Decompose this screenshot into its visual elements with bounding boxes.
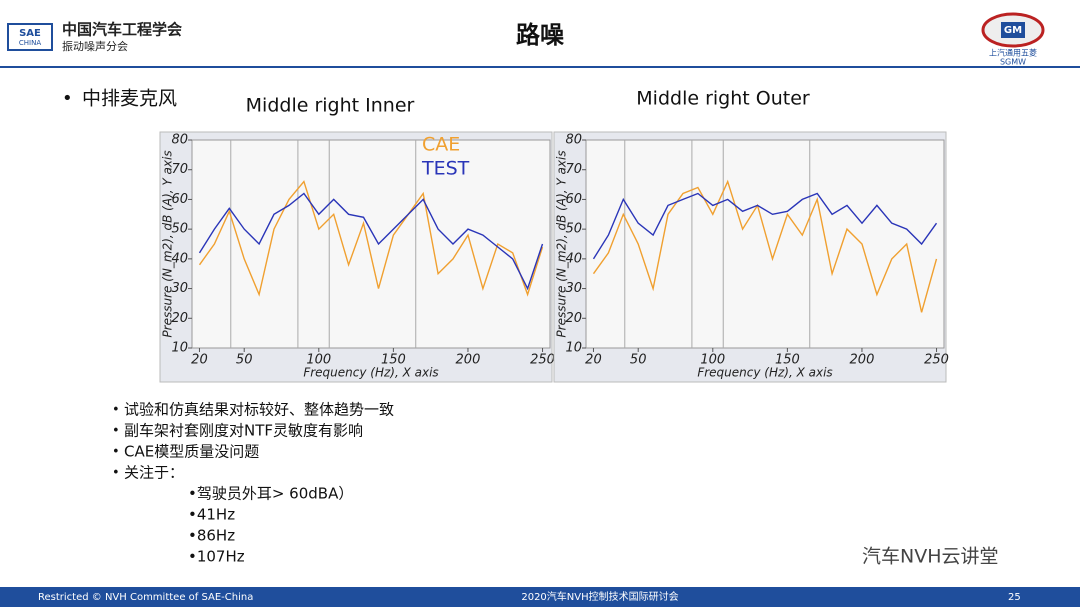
- series-line: [198, 192, 544, 291]
- x-tick-label: 100: [306, 353, 331, 368]
- bullet-dot: •: [62, 88, 73, 109]
- org-name: 中国汽车工程学会: [62, 21, 182, 39]
- x-tick-label: 50: [236, 353, 253, 368]
- sub-bullet: •107Hz: [188, 548, 245, 566]
- series-line: [592, 179, 938, 313]
- x-axis-label: Frequency (Hz), X axis: [303, 366, 438, 380]
- footer-center: 2020汽车NVH控制技术国际研讨会: [521, 590, 678, 603]
- y-tick-label: 80: [565, 133, 582, 148]
- bullet: 试验和仿真结果对标较好、整体趋势一致: [124, 401, 394, 419]
- y-tick-label: 60: [171, 192, 188, 207]
- y-tick-label: 40: [171, 251, 188, 266]
- x-tick-label: 200: [456, 353, 481, 368]
- plot-area: [585, 139, 945, 349]
- y-axis-label: Pressure (N_m2), dB (A), Y axis: [555, 150, 569, 337]
- x-tick-label: 150: [775, 353, 800, 368]
- bullet-dot: •: [112, 424, 120, 439]
- logo-box: [7, 23, 53, 51]
- chart-title: Middle right Inner: [246, 95, 415, 117]
- y-tick-label: 70: [565, 162, 582, 177]
- logo-text: CHINA: [19, 39, 41, 47]
- y-tick-label: 10: [565, 341, 582, 356]
- footer-left: Restricted © NVH Committee of SAE-China: [38, 592, 253, 603]
- y-tick-label: 10: [171, 341, 188, 356]
- bullet-dot: •: [112, 466, 120, 481]
- logo-text: SAE: [19, 28, 41, 39]
- y-tick-label: 50: [171, 222, 188, 237]
- y-tick-label: 20: [171, 311, 188, 326]
- x-tick-label: 200: [850, 353, 875, 368]
- y-tick-label: 80: [171, 133, 188, 148]
- legend-entry: TEST: [421, 158, 470, 180]
- footer-bar: [0, 587, 1080, 607]
- y-axis-label: Pressure (N_m2), dB (A), Y axis: [161, 150, 175, 337]
- logo-text: 上汽通用五菱: [989, 48, 1037, 58]
- y-tick-label: 70: [171, 162, 188, 177]
- x-tick-label: 20: [191, 353, 208, 368]
- logo-box: [1001, 22, 1025, 38]
- logo-text: GM: [1004, 25, 1022, 36]
- chart-title: Middle right Outer: [636, 88, 810, 110]
- bullet-dot: •: [112, 403, 120, 418]
- bullet-dot: •: [112, 445, 120, 460]
- y-tick-label: 30: [565, 281, 582, 296]
- legend-entry: CAE: [422, 134, 460, 156]
- series-line: [592, 192, 938, 260]
- page-number: 25: [1008, 592, 1021, 603]
- x-tick-label: 250: [924, 353, 949, 368]
- sub-bullet: •驾驶员外耳> 60dBA）: [188, 485, 353, 503]
- plot-area: [191, 139, 551, 349]
- bullet: 关注于：: [124, 464, 184, 482]
- section-title: 中排麦克风: [82, 88, 177, 110]
- y-tick-label: 30: [171, 281, 188, 296]
- org-sub: 振动噪声分会: [62, 39, 128, 53]
- header-rule: [0, 66, 1080, 68]
- y-tick-label: 40: [565, 251, 582, 266]
- x-tick-label: 250: [530, 353, 555, 368]
- x-tick-label: 150: [381, 353, 406, 368]
- bullet: 副车架衬套刚度对NTF灵敏度有影响: [124, 422, 363, 440]
- y-tick-label: 60: [565, 192, 582, 207]
- logo-text: SGMW: [1000, 58, 1026, 67]
- x-tick-label: 100: [700, 353, 725, 368]
- slide-title: 路噪: [516, 21, 565, 49]
- x-axis-label: Frequency (Hz), X axis: [697, 366, 832, 380]
- series-line: [198, 180, 544, 297]
- y-tick-label: 50: [565, 222, 582, 237]
- bullet: CAE模型质量没问题: [124, 443, 259, 461]
- x-tick-label: 50: [630, 353, 647, 368]
- watermark: 汽车NVH云讲堂: [862, 546, 999, 568]
- x-tick-label: 20: [585, 353, 602, 368]
- sub-bullet: •41Hz: [188, 506, 235, 524]
- sub-bullet: •86Hz: [188, 527, 235, 545]
- y-tick-label: 20: [565, 311, 582, 326]
